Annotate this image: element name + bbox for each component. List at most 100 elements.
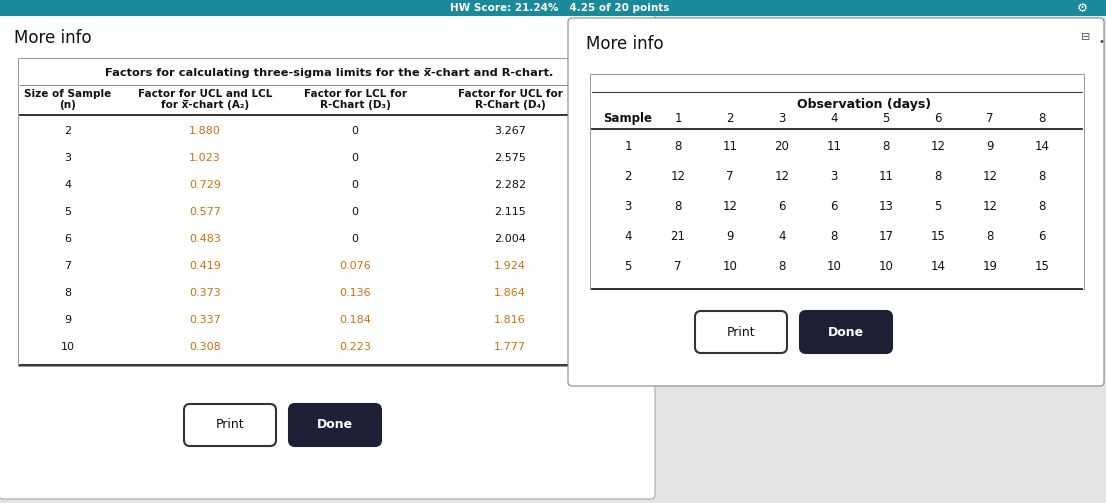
FancyBboxPatch shape [695, 311, 787, 353]
Text: Factor for LCL for: Factor for LCL for [303, 89, 407, 99]
Text: 10: 10 [826, 261, 842, 274]
Text: 1: 1 [675, 112, 681, 125]
Text: 6: 6 [831, 201, 837, 213]
Text: 3: 3 [64, 153, 72, 163]
Text: Factor for UCL and LCL: Factor for UCL and LCL [138, 89, 272, 99]
Text: 13: 13 [878, 201, 894, 213]
Text: 3: 3 [831, 171, 837, 184]
Text: 9: 9 [727, 230, 733, 243]
Text: 7: 7 [675, 261, 681, 274]
Text: 14: 14 [1034, 140, 1050, 153]
Text: 3: 3 [779, 112, 785, 125]
Text: 4: 4 [64, 180, 72, 190]
Text: 0: 0 [352, 234, 358, 244]
Text: Done: Done [828, 325, 864, 339]
Text: 12: 12 [982, 171, 998, 184]
Text: 4: 4 [831, 112, 837, 125]
Text: 0: 0 [352, 153, 358, 163]
Text: More info: More info [14, 29, 92, 47]
FancyBboxPatch shape [589, 74, 1084, 289]
Text: 0.184: 0.184 [340, 315, 371, 325]
Text: Print: Print [216, 418, 244, 432]
Text: ⚙: ⚙ [1076, 2, 1087, 15]
Text: 15: 15 [930, 230, 946, 243]
Text: 8: 8 [1039, 112, 1045, 125]
Text: 12: 12 [774, 171, 790, 184]
Text: 2.282: 2.282 [494, 180, 526, 190]
Text: Size of Sample: Size of Sample [24, 89, 112, 99]
Text: 11: 11 [722, 140, 738, 153]
Text: 9: 9 [64, 315, 72, 325]
Text: 8: 8 [675, 201, 681, 213]
Text: 11: 11 [878, 171, 894, 184]
Text: 0.136: 0.136 [340, 288, 371, 298]
Text: R-Chart (D₄): R-Chart (D₄) [474, 100, 545, 110]
Text: Print: Print [727, 325, 755, 339]
Text: 2: 2 [624, 171, 632, 184]
FancyBboxPatch shape [800, 311, 893, 353]
Text: 8: 8 [1039, 171, 1045, 184]
Text: 7: 7 [64, 261, 72, 271]
Text: 8: 8 [779, 261, 785, 274]
Text: 20: 20 [774, 140, 790, 153]
Text: 19: 19 [982, 261, 998, 274]
Text: ⊟: ⊟ [1082, 32, 1091, 42]
Text: 5: 5 [64, 207, 72, 217]
Text: 0.373: 0.373 [189, 288, 221, 298]
Text: 3.267: 3.267 [494, 126, 526, 136]
Text: 6: 6 [779, 201, 785, 213]
Text: 1.924: 1.924 [494, 261, 526, 271]
Text: 3: 3 [624, 201, 632, 213]
Text: 8: 8 [1039, 201, 1045, 213]
Text: 0.577: 0.577 [189, 207, 221, 217]
Text: (n): (n) [60, 100, 76, 110]
Text: 0: 0 [352, 207, 358, 217]
Text: 8: 8 [883, 140, 889, 153]
Text: 6: 6 [935, 112, 941, 125]
FancyBboxPatch shape [0, 14, 655, 499]
FancyBboxPatch shape [18, 58, 640, 366]
Text: Observation (days): Observation (days) [797, 98, 931, 111]
Text: 0.076: 0.076 [340, 261, 371, 271]
Text: 2: 2 [64, 126, 72, 136]
Text: 1: 1 [624, 140, 632, 153]
Text: HW Score: 21.24%   4.25 of 20 points: HW Score: 21.24% 4.25 of 20 points [450, 3, 670, 13]
Text: 12: 12 [930, 140, 946, 153]
Text: 12: 12 [722, 201, 738, 213]
Text: 0.223: 0.223 [340, 342, 371, 352]
Text: 9: 9 [987, 140, 994, 153]
Text: 0.729: 0.729 [189, 180, 221, 190]
Text: 8: 8 [987, 230, 993, 243]
Text: •: • [1098, 37, 1104, 47]
Text: Done: Done [317, 418, 353, 432]
Text: 10: 10 [61, 342, 75, 352]
Text: 12: 12 [670, 171, 686, 184]
Text: R-Chart (D₃): R-Chart (D₃) [320, 100, 390, 110]
Text: 2: 2 [727, 112, 733, 125]
Text: 2.575: 2.575 [494, 153, 526, 163]
Text: 1.777: 1.777 [494, 342, 526, 352]
Text: 17: 17 [878, 230, 894, 243]
Text: 2.115: 2.115 [494, 207, 525, 217]
Text: 0.483: 0.483 [189, 234, 221, 244]
Text: for x̅-chart (A₂): for x̅-chart (A₂) [161, 100, 249, 110]
Text: 4: 4 [624, 230, 632, 243]
Text: 11: 11 [826, 140, 842, 153]
Text: 7: 7 [987, 112, 994, 125]
Text: 4: 4 [779, 230, 785, 243]
Text: 5: 5 [883, 112, 889, 125]
Text: 1.816: 1.816 [494, 315, 525, 325]
Text: 0: 0 [352, 180, 358, 190]
Text: 8: 8 [675, 140, 681, 153]
Text: 2.004: 2.004 [494, 234, 526, 244]
Text: 12: 12 [982, 201, 998, 213]
Text: 0.337: 0.337 [189, 315, 221, 325]
Text: 21: 21 [670, 230, 686, 243]
Text: 5: 5 [624, 261, 632, 274]
Text: 8: 8 [831, 230, 837, 243]
Text: 8: 8 [64, 288, 72, 298]
Text: 7: 7 [727, 171, 733, 184]
Text: 14: 14 [930, 261, 946, 274]
FancyBboxPatch shape [0, 0, 1106, 16]
Text: 6: 6 [1039, 230, 1046, 243]
